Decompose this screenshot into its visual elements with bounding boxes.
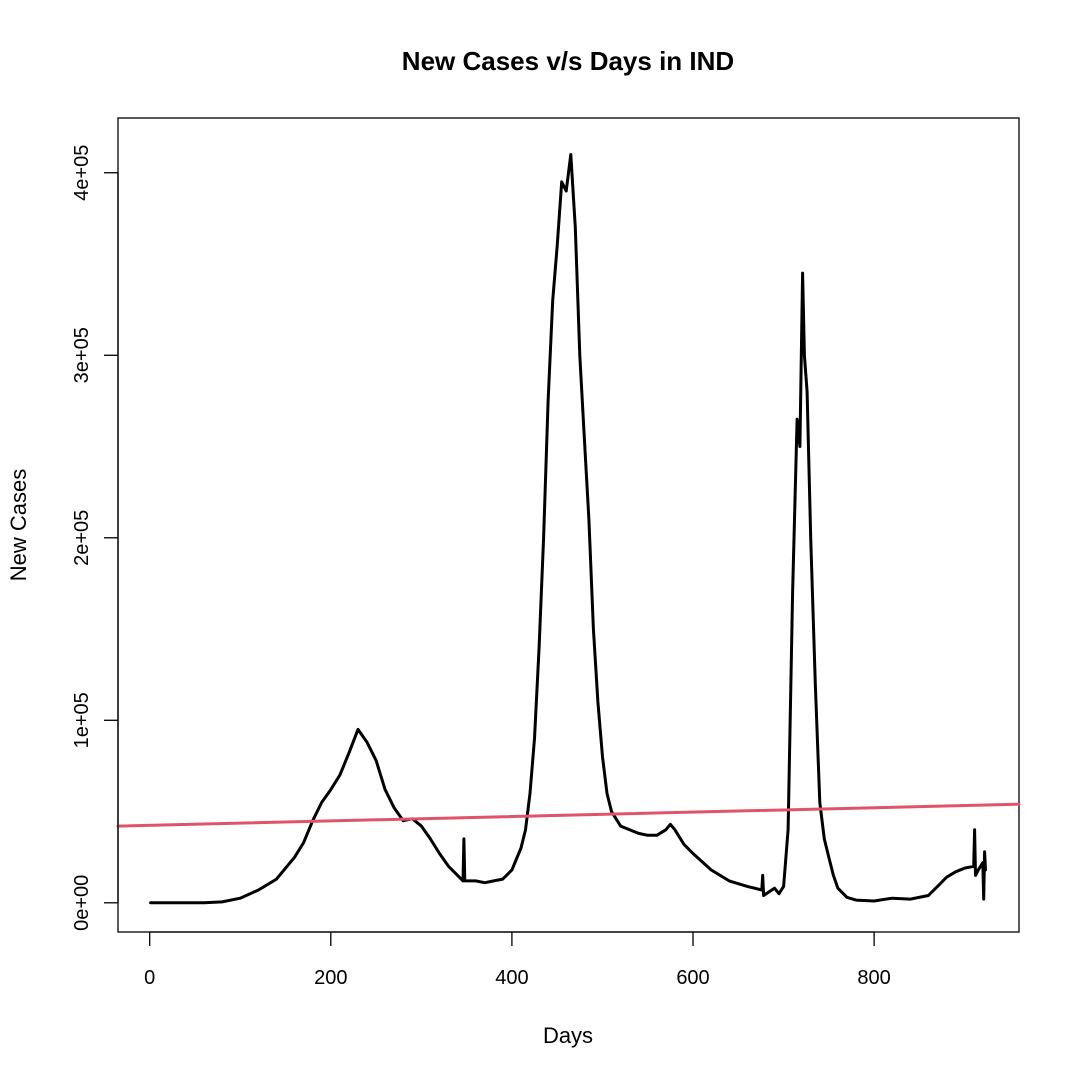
x-tick-label: 200 bbox=[314, 967, 347, 989]
x-axis: 0 200 400 600 800 bbox=[144, 931, 891, 989]
series-layer bbox=[116, 153, 1021, 905]
plot-area-border bbox=[117, 117, 1020, 933]
new-cases-line bbox=[149, 153, 987, 905]
y-tick-label: 2e+05 bbox=[71, 510, 93, 566]
y-tick-label: 1e+05 bbox=[71, 692, 93, 748]
x-tick-label: 600 bbox=[676, 967, 709, 989]
y-axis-label: New Cases bbox=[6, 469, 31, 581]
x-tick-label: 800 bbox=[857, 967, 890, 989]
y-tick-label: 0e+00 bbox=[71, 875, 93, 931]
trend-line bbox=[116, 802, 1021, 828]
x-tick-label: 400 bbox=[495, 967, 528, 989]
chart-title: New Cases v/s Days in IND bbox=[402, 46, 734, 76]
x-axis-label: Days bbox=[543, 1023, 593, 1048]
x-tick-label: 0 bbox=[144, 967, 155, 989]
y-tick-label: 3e+05 bbox=[71, 327, 93, 383]
y-axis: 0e+00 1e+05 2e+05 3e+05 4e+05 bbox=[71, 145, 119, 931]
y-tick-label: 4e+05 bbox=[71, 145, 93, 201]
